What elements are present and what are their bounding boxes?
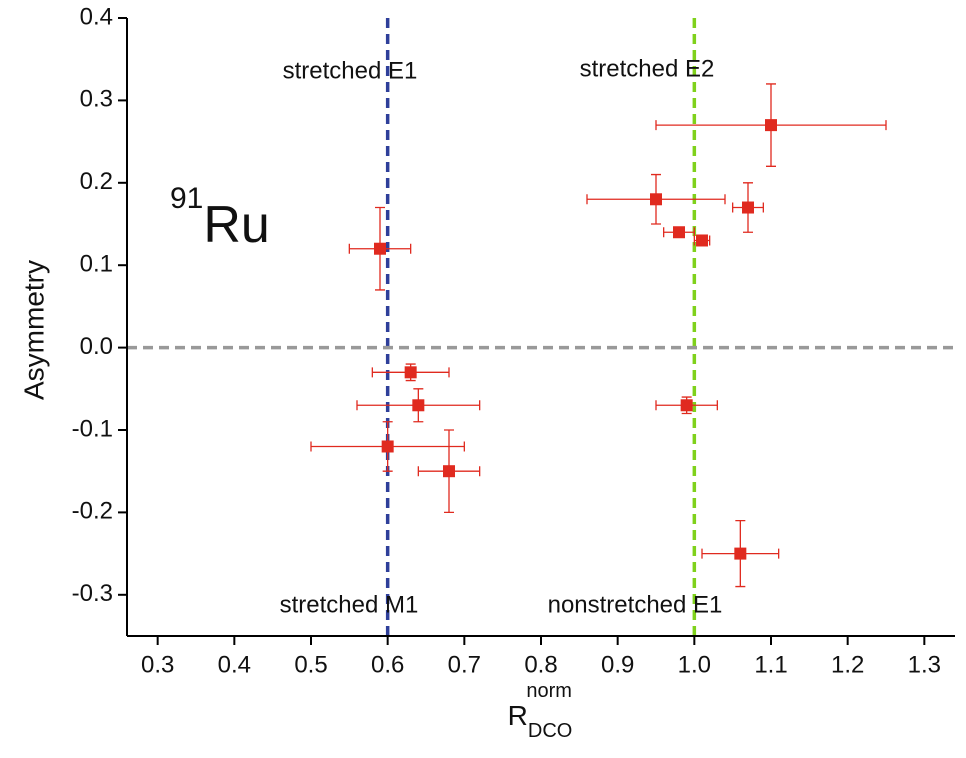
x-label-sup: norm — [526, 680, 572, 702]
nucleus-label: 91Ru — [170, 182, 270, 254]
x-tick-label: 0.5 — [294, 651, 327, 678]
x-tick-label: 0.6 — [371, 651, 404, 678]
x-tick-label: 0.4 — [218, 651, 251, 678]
y-tick-label: 0.2 — [80, 168, 113, 195]
annotation: stretched E2 — [580, 55, 715, 82]
x-label-base: R — [508, 700, 528, 731]
x-tick-label: 0.9 — [601, 651, 634, 678]
y-axis-label: Asymmetry — [18, 260, 49, 400]
y-tick-label: 0.1 — [80, 251, 113, 278]
data-point — [742, 201, 754, 214]
x-tick-label: 0.8 — [524, 651, 557, 678]
x-label-sub: DCO — [528, 720, 572, 742]
data-point — [734, 547, 747, 560]
data-point — [673, 226, 685, 239]
annotation: stretched M1 — [280, 591, 419, 618]
data-point — [650, 193, 662, 206]
data-point — [680, 399, 693, 412]
x-tick-label: 1.2 — [831, 651, 864, 678]
data-point — [381, 440, 394, 453]
x-tick-label: 0.3 — [141, 651, 174, 678]
data-point — [443, 465, 455, 478]
x-axis-label: RDCO norm — [508, 680, 573, 742]
element: Ru — [203, 196, 269, 254]
data-point — [696, 234, 708, 247]
y-tick-label: -0.1 — [72, 415, 113, 442]
x-tick-label: 0.7 — [448, 651, 481, 678]
x-tick-label: 1.1 — [754, 651, 787, 678]
annotation: nonstretched E1 — [548, 591, 723, 618]
x-tick-label: 1.3 — [908, 651, 941, 678]
data-point — [765, 119, 777, 132]
y-tick-label: 0.4 — [80, 3, 113, 30]
data-point — [412, 399, 425, 412]
y-tick-label: -0.3 — [72, 580, 113, 607]
data-point — [404, 366, 417, 379]
x-tick-label: 1.0 — [678, 651, 711, 678]
data-point — [374, 242, 386, 255]
y-tick-label: 0.0 — [80, 333, 113, 360]
y-tick-label: 0.3 — [80, 86, 113, 113]
y-tick-label: -0.2 — [72, 498, 113, 525]
mass-number: 91 — [170, 182, 203, 215]
annotation: stretched E1 — [283, 57, 418, 84]
